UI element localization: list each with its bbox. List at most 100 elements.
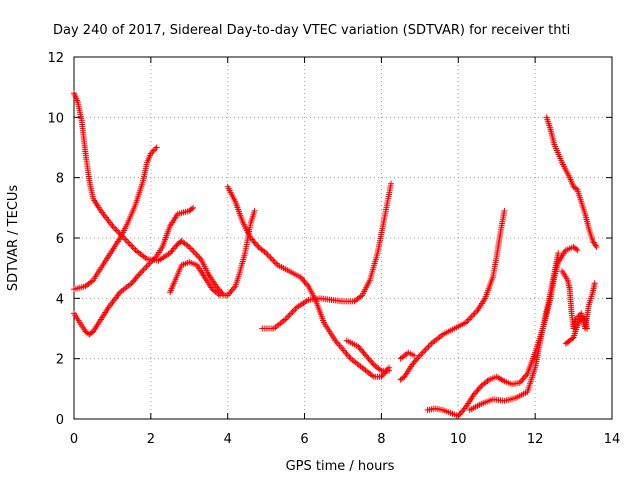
data-point <box>418 351 425 358</box>
series-arc8 <box>397 207 508 383</box>
y-tick-label: 10 <box>47 111 64 126</box>
x-tick-label: 12 <box>527 432 544 447</box>
data-point <box>126 241 133 248</box>
y-tick-label: 6 <box>56 232 64 247</box>
data-point <box>288 310 295 317</box>
data-point <box>139 268 146 275</box>
series-arc1 <box>71 90 258 299</box>
x-tick-label: 4 <box>224 432 232 447</box>
data-point <box>424 345 431 352</box>
x-tick-label: 2 <box>147 432 155 447</box>
data-point <box>188 205 195 212</box>
series-arc4 <box>167 259 224 299</box>
data-point <box>267 254 274 261</box>
data-point <box>129 244 136 251</box>
y-axis-ticks: 0 2 4 6 8 10 12 <box>47 51 612 428</box>
data-point <box>411 352 418 359</box>
data-point <box>573 246 580 253</box>
data-point <box>266 253 273 260</box>
data-point <box>217 292 224 299</box>
data-point <box>286 311 293 318</box>
data-point <box>112 225 119 232</box>
y-tick-label: 4 <box>56 292 64 307</box>
data-point <box>122 236 129 243</box>
data-point <box>422 346 429 353</box>
data-point <box>152 146 159 153</box>
series-arc3 <box>71 204 197 338</box>
x-axis-ticks: 0 2 4 6 8 10 12 14 <box>70 57 620 447</box>
data-point <box>270 257 277 264</box>
data-point <box>386 367 393 374</box>
data-point <box>285 313 292 320</box>
x-axis-label: GPS time / hours <box>286 459 395 474</box>
series-arc14 <box>562 313 591 347</box>
data-point <box>187 245 194 252</box>
data-point <box>425 343 432 350</box>
data-point <box>289 308 296 315</box>
data-point <box>574 247 581 254</box>
data-point <box>591 280 598 287</box>
data-point <box>467 314 474 321</box>
x-tick-label: 14 <box>604 432 621 447</box>
data-point <box>271 259 278 266</box>
data-point <box>501 207 508 214</box>
data-point <box>128 242 135 249</box>
data-point <box>150 256 157 263</box>
data-point <box>470 311 477 318</box>
data-point <box>421 348 428 355</box>
series-arc11 <box>466 250 562 413</box>
data-point <box>189 247 196 254</box>
data-point <box>143 263 150 270</box>
data-point <box>569 335 576 342</box>
series-arc2 <box>71 144 160 293</box>
data-point <box>584 325 591 332</box>
y-axis-label: SDTVAR / TECUs <box>6 185 21 292</box>
x-tick-label: 0 <box>70 432 78 447</box>
series-arc5 <box>224 183 393 380</box>
y-tick-label: 12 <box>47 51 64 66</box>
data-point <box>194 253 201 260</box>
series-arc7 <box>343 337 393 374</box>
data-point <box>291 307 298 314</box>
data-point <box>142 265 149 272</box>
data-point <box>140 266 147 273</box>
data-point <box>131 245 138 252</box>
grid-lines <box>74 57 612 419</box>
data-point <box>137 269 144 276</box>
data-marks <box>71 90 600 419</box>
data-point <box>125 239 132 246</box>
data-point <box>190 204 197 211</box>
data-point <box>144 262 151 269</box>
data-point <box>388 180 395 187</box>
x-tick-label: 8 <box>377 432 385 447</box>
x-tick-label: 6 <box>300 432 308 447</box>
data-point <box>190 248 197 255</box>
data-point <box>419 349 426 356</box>
data-point <box>426 342 433 349</box>
data-point <box>268 256 275 263</box>
data-point <box>283 314 290 321</box>
series-arc12 <box>543 114 600 251</box>
data-point <box>192 250 199 257</box>
y-tick-label: 8 <box>56 172 64 187</box>
data-point <box>573 185 580 192</box>
chart-title: Day 240 of 2017, Sidereal Day-to-day VTE… <box>53 23 570 38</box>
x-tick-label: 10 <box>450 432 467 447</box>
data-point <box>110 224 117 231</box>
data-point <box>150 147 157 154</box>
data-point <box>123 238 130 245</box>
data-point <box>465 316 472 323</box>
data-point <box>593 244 600 251</box>
y-tick-label: 2 <box>56 353 64 368</box>
data-point <box>468 313 475 320</box>
data-point <box>264 251 271 258</box>
series-arc9 <box>397 349 418 362</box>
data-point <box>555 250 562 257</box>
data-point <box>113 227 120 234</box>
y-tick-label: 0 <box>56 413 64 428</box>
data-point <box>193 251 200 258</box>
series-arc6 <box>259 180 395 332</box>
data-point <box>471 310 478 317</box>
data-point <box>251 207 258 214</box>
